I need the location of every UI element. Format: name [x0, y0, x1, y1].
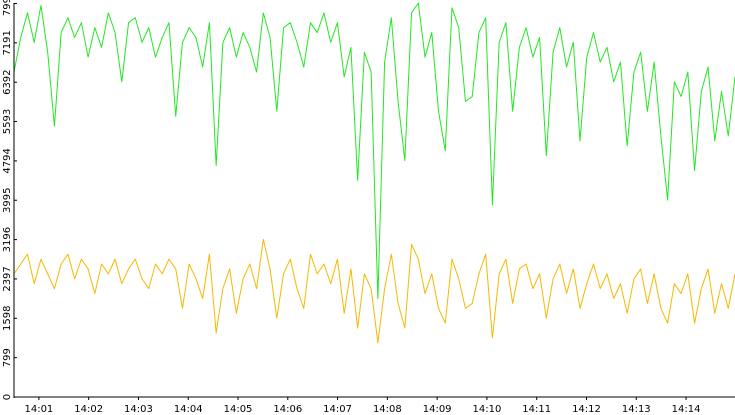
y-tick-label: 4794	[2, 148, 13, 173]
x-tick-label: 14:12	[572, 404, 601, 415]
y-tick-label: 2397	[2, 266, 13, 291]
y-tick-label: 799	[2, 348, 13, 367]
x-tick-label: 14:01	[24, 404, 53, 415]
y-tick-label: 5593	[2, 109, 13, 134]
y-tick-label: 7191	[2, 30, 13, 55]
plot-series-group	[13, 2, 735, 344]
x-tick-label: 14:02	[74, 404, 103, 415]
x-tick-label: 14:13	[622, 404, 651, 415]
x-tick-label: 14:06	[273, 404, 302, 415]
x-tick-label: 14:10	[473, 404, 502, 415]
y-tick-label: 6392	[2, 69, 13, 94]
x-tick-label: 14:03	[124, 404, 153, 415]
y-tick-label: 0	[2, 394, 13, 400]
x-tick-label: 14:11	[522, 404, 551, 415]
y-tick-label: 3995	[2, 188, 13, 213]
x-tick-label: 14:09	[423, 404, 452, 415]
y-tick-label: 3196	[2, 227, 13, 252]
x-axis: 14:01 14:02 14:03 14:04 14:05 14:06 14:07 14:08…	[14, 396, 735, 415]
y-tick-label: 7991	[2, 0, 13, 16]
y-axis: 0 799 1598 2397 3196 3995 4794 5593 6392 7191 7991	[2, 0, 17, 400]
series-line-1	[13, 2, 735, 299]
x-tick-label: 14:07	[323, 404, 352, 415]
x-tick-label: 14:14	[672, 404, 701, 415]
x-tick-label: 14:08	[373, 404, 402, 415]
x-tick-label: 14:04	[174, 404, 203, 415]
x-tick-label: 14:05	[224, 404, 253, 415]
series-line-2	[13, 238, 735, 344]
y-tick-label: 1598	[2, 306, 13, 331]
